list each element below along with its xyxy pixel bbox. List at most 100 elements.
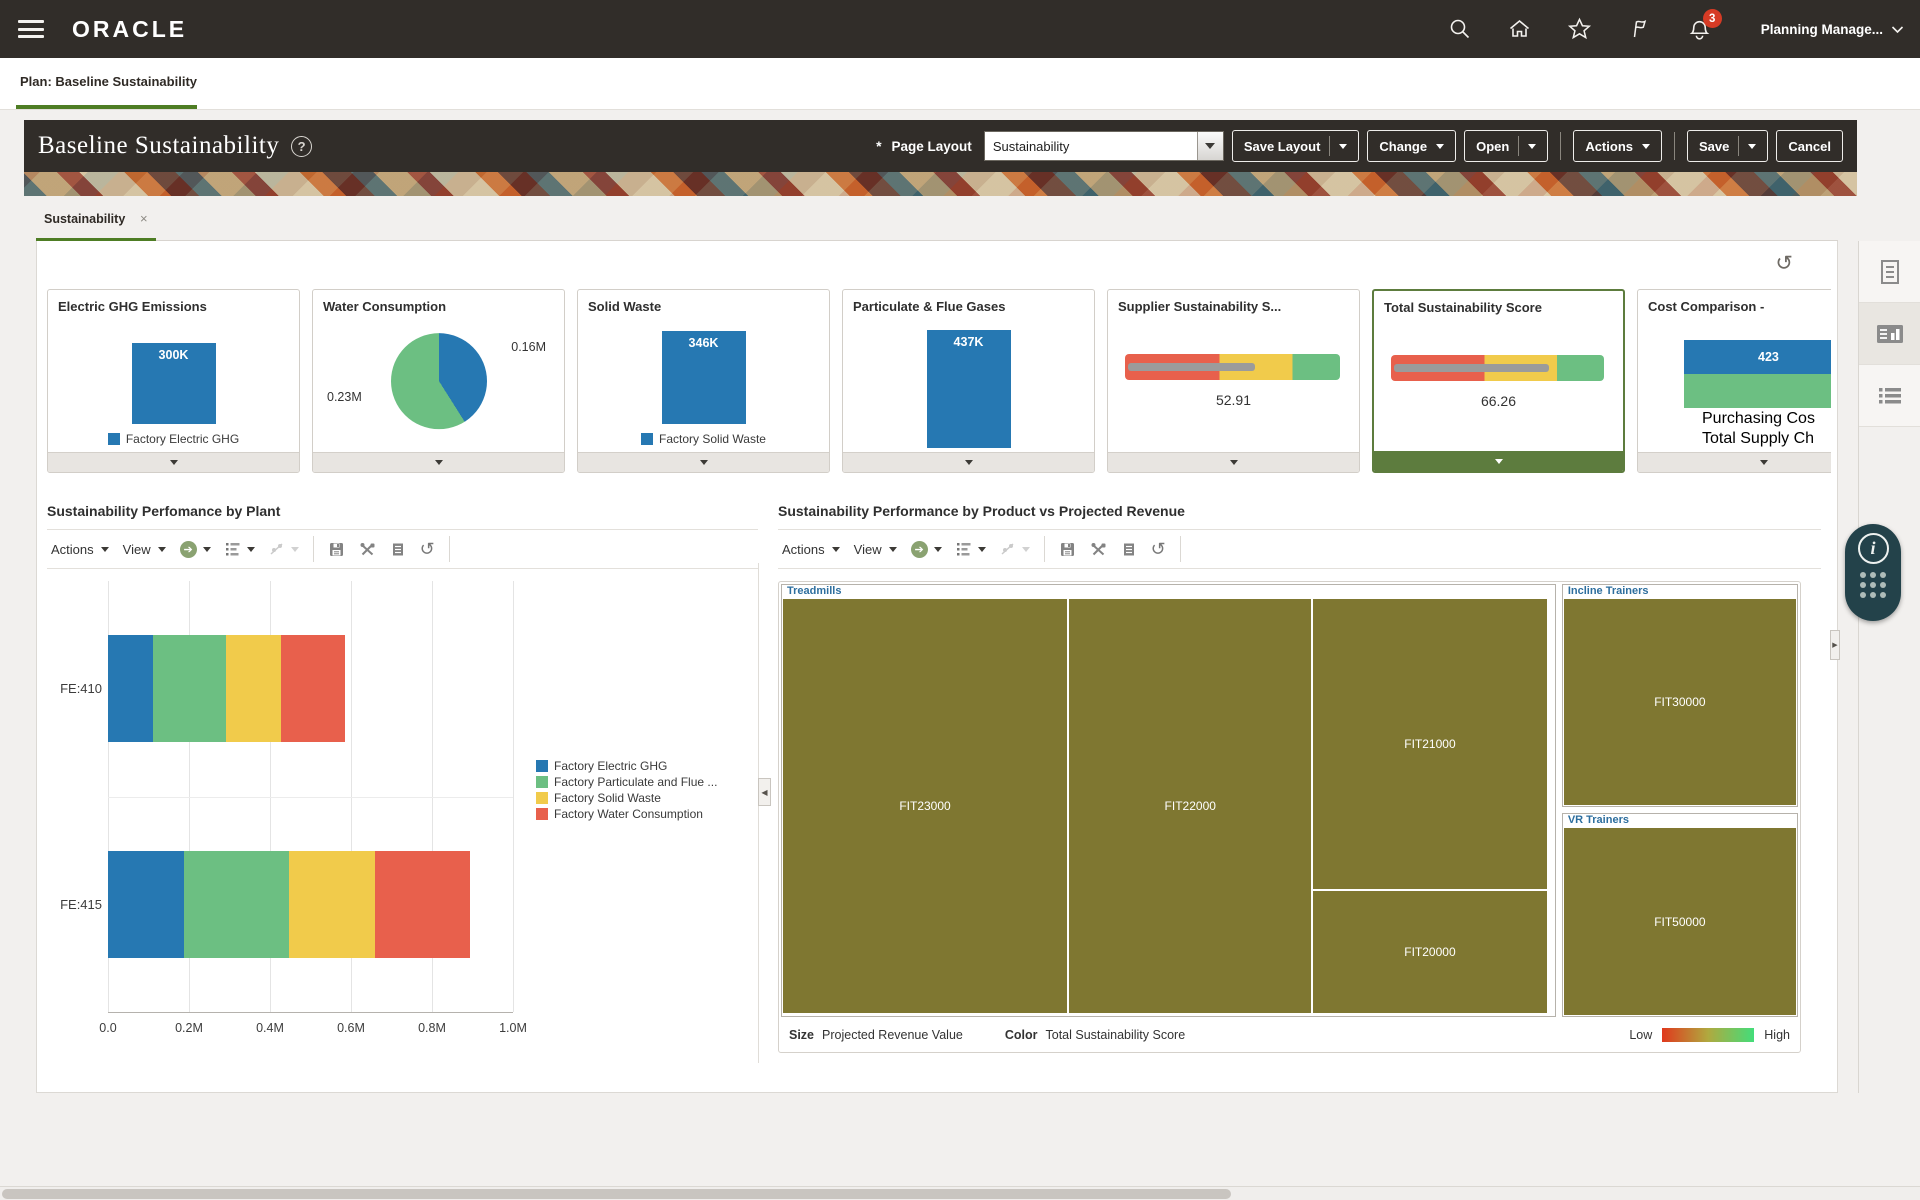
info-icon[interactable]: i <box>1857 533 1889 564</box>
treemap-container: Treadmills FIT23000 FIT22000 FIT21000 FIT200… <box>778 581 1801 1053</box>
list-view-icon[interactable] <box>1859 365 1920 427</box>
save-layout-button[interactable]: Save Layout <box>1231 130 1360 162</box>
size-value: Projected Revenue Value <box>822 1028 963 1042</box>
treemap-captions: Size Projected Revenue Value Color Total… <box>779 1018 1800 1052</box>
save-layout-dropdown-icon[interactable] <box>1339 143 1348 149</box>
kpi-card-solid-waste[interactable]: Solid Waste 346K Factory Solid Waste <box>577 289 830 473</box>
actions-menu[interactable]: Actions <box>782 542 840 557</box>
refresh-icon[interactable]: ↺ <box>1150 539 1166 559</box>
treemap-group-header[interactable]: VR Trainers <box>1567 814 1629 827</box>
treemap-tile-fit23000[interactable]: FIT23000 <box>783 599 1068 1014</box>
bar-segment-factory-electric-ghg[interactable] <box>108 851 185 959</box>
plant-chart-pane: Sustainability Perfomance by Plant Actio… <box>47 503 758 1035</box>
plan-tab[interactable]: Plan: Baseline Sustainability <box>20 74 197 89</box>
kpi-card-expand-button[interactable] <box>1374 451 1623 471</box>
treemap-tile-fit30000[interactable]: FIT30000 <box>1563 599 1796 805</box>
view-menu[interactable]: View <box>854 542 897 557</box>
treemap-tile-fit21000[interactable]: FIT21000 <box>1313 599 1547 889</box>
gauge-value-label: 66.26 <box>1480 393 1517 409</box>
kpi-card-title: Particulate & Flue Gases <box>853 299 1006 314</box>
page-header: Baseline Sustainability ? * Page Layout … <box>24 120 1857 172</box>
tools-icon[interactable] <box>1090 541 1107 558</box>
home-icon[interactable] <box>1507 16 1533 42</box>
toolbar-separator <box>312 536 314 562</box>
open-dropdown-icon[interactable] <box>1528 143 1537 149</box>
page-layout-dropdown-icon[interactable] <box>1196 132 1223 160</box>
go-icon[interactable]: ➔ <box>179 540 211 558</box>
bar-segment-factory-particulate-and-flue[interactable] <box>184 851 290 959</box>
page-layout-select[interactable]: Sustainability <box>983 131 1224 161</box>
refresh-infotiles-icon[interactable]: ↺ <box>1775 252 1793 275</box>
open-button[interactable]: Open <box>1464 130 1549 162</box>
tab-sustainability[interactable]: Sustainability <box>44 212 126 226</box>
format-icon[interactable] <box>225 541 255 557</box>
stacked-bar[interactable] <box>108 851 513 959</box>
detach-icon[interactable] <box>1121 541 1137 558</box>
bar-segment-factory-solid-waste[interactable] <box>289 851 376 959</box>
kpi-card-water-consumption[interactable]: Water Consumption 0.16M 0.23M <box>312 289 565 473</box>
page-layout-value[interactable]: Sustainability <box>984 132 1197 160</box>
stacked-bar[interactable] <box>108 635 513 743</box>
scrollbar-thumb[interactable] <box>2 1189 1231 1199</box>
detach-icon[interactable] <box>390 541 406 558</box>
toolbar-separator <box>1179 536 1181 562</box>
kpi-card-particulate-flue-gases[interactable]: Particulate & Flue Gases 437K <box>842 289 1095 473</box>
kpi-card-electric-ghg-emissions[interactable]: Electric GHG Emissions 300K Factory Electr… <box>47 289 300 473</box>
treemap-tile-fit50000[interactable]: FIT50000 <box>1563 828 1796 1015</box>
save-button[interactable]: Save <box>1686 130 1769 162</box>
kpi-card-chart: 66.26 <box>1374 319 1623 451</box>
kpi-card-expand-button[interactable] <box>843 452 1094 472</box>
treemap-tile-fit20000[interactable]: FIT20000 <box>1313 890 1547 1014</box>
kpi-card-expand-button[interactable] <box>578 452 829 472</box>
save-data-icon[interactable] <box>328 541 345 558</box>
kpi-card-supplier-sustainability-s[interactable]: Supplier Sustainability S... 52.91 <box>1107 289 1360 473</box>
actions-menu[interactable]: Actions <box>51 542 109 557</box>
save-dropdown-icon[interactable] <box>1748 143 1757 149</box>
bar-segment-factory-water-consumption[interactable] <box>375 851 471 959</box>
kpi-card-cost-comparison[interactable]: Cost Comparison - 423 Purchasing Cos Total… <box>1637 289 1831 473</box>
bar-segment-factory-electric-ghg[interactable] <box>108 635 153 743</box>
infotiles-panel-icon[interactable] <box>1859 303 1920 365</box>
legend-label: Factory Electric GHG <box>554 759 668 773</box>
tab-close-icon[interactable]: × <box>140 211 148 226</box>
plant-chart-plot: FE:410 FE:415 <box>60 581 514 1013</box>
save-data-icon[interactable] <box>1059 541 1076 558</box>
actions-button[interactable]: Actions <box>1573 130 1662 162</box>
treemap-group-header[interactable]: Treadmills <box>787 585 842 597</box>
x-axis-tick: 0.0 <box>99 1021 117 1035</box>
expand-arrow-icon <box>1229 460 1238 465</box>
favorites-star-icon[interactable] <box>1567 16 1593 42</box>
kpi-card-expand-button[interactable] <box>1638 452 1831 472</box>
bar-segment-factory-particulate-and-flue[interactable] <box>152 635 227 743</box>
user-menu[interactable]: Planning Manage... <box>1761 22 1904 37</box>
navigation-menu-icon[interactable] <box>18 20 44 38</box>
expand-arrow-icon <box>434 460 443 465</box>
search-icon[interactable] <box>1447 16 1473 42</box>
kpi-card-legend: Factory Electric GHG <box>48 432 299 446</box>
kpi-card-expand-button[interactable] <box>48 452 299 472</box>
cancel-button[interactable]: Cancel <box>1776 130 1843 162</box>
watchlist-flag-icon[interactable] <box>1627 16 1653 42</box>
gauge-track <box>1125 354 1340 380</box>
dashboard-panel: ↺ Electric GHG Emissions 300K Factory Elec… <box>36 241 1838 1093</box>
kpi-card-total-sustainability-score[interactable]: Total Sustainability Score 66.26 <box>1372 289 1625 473</box>
view-menu[interactable]: View <box>123 542 166 557</box>
tab-active-indicator <box>36 238 156 241</box>
format-icon[interactable] <box>956 541 986 557</box>
help-icon[interactable]: ? <box>291 135 313 157</box>
kpi-card-expand-button[interactable] <box>313 452 564 472</box>
notifications-bell-icon[interactable]: 3 <box>1687 9 1722 42</box>
change-button[interactable]: Change <box>1367 130 1457 162</box>
page-properties-icon[interactable] <box>1859 241 1920 303</box>
splitter-collapse-icon[interactable]: ◀ <box>758 778 771 806</box>
tools-icon[interactable] <box>359 541 376 558</box>
refresh-icon[interactable]: ↺ <box>419 539 435 559</box>
kpi-card-expand-button[interactable] <box>1108 452 1359 472</box>
go-icon[interactable]: ➔ <box>910 540 942 558</box>
bar-segment-factory-water-consumption[interactable] <box>280 635 345 743</box>
bar-segment-factory-solid-waste[interactable] <box>226 635 281 743</box>
rail-collapse-icon[interactable]: ▶ <box>1830 630 1840 660</box>
treemap-tile-fit22000[interactable]: FIT22000 <box>1069 599 1312 1014</box>
treemap-group-header[interactable]: Incline Trainers <box>1567 585 1649 597</box>
guided-learning-widget[interactable]: i <box>1845 524 1901 621</box>
